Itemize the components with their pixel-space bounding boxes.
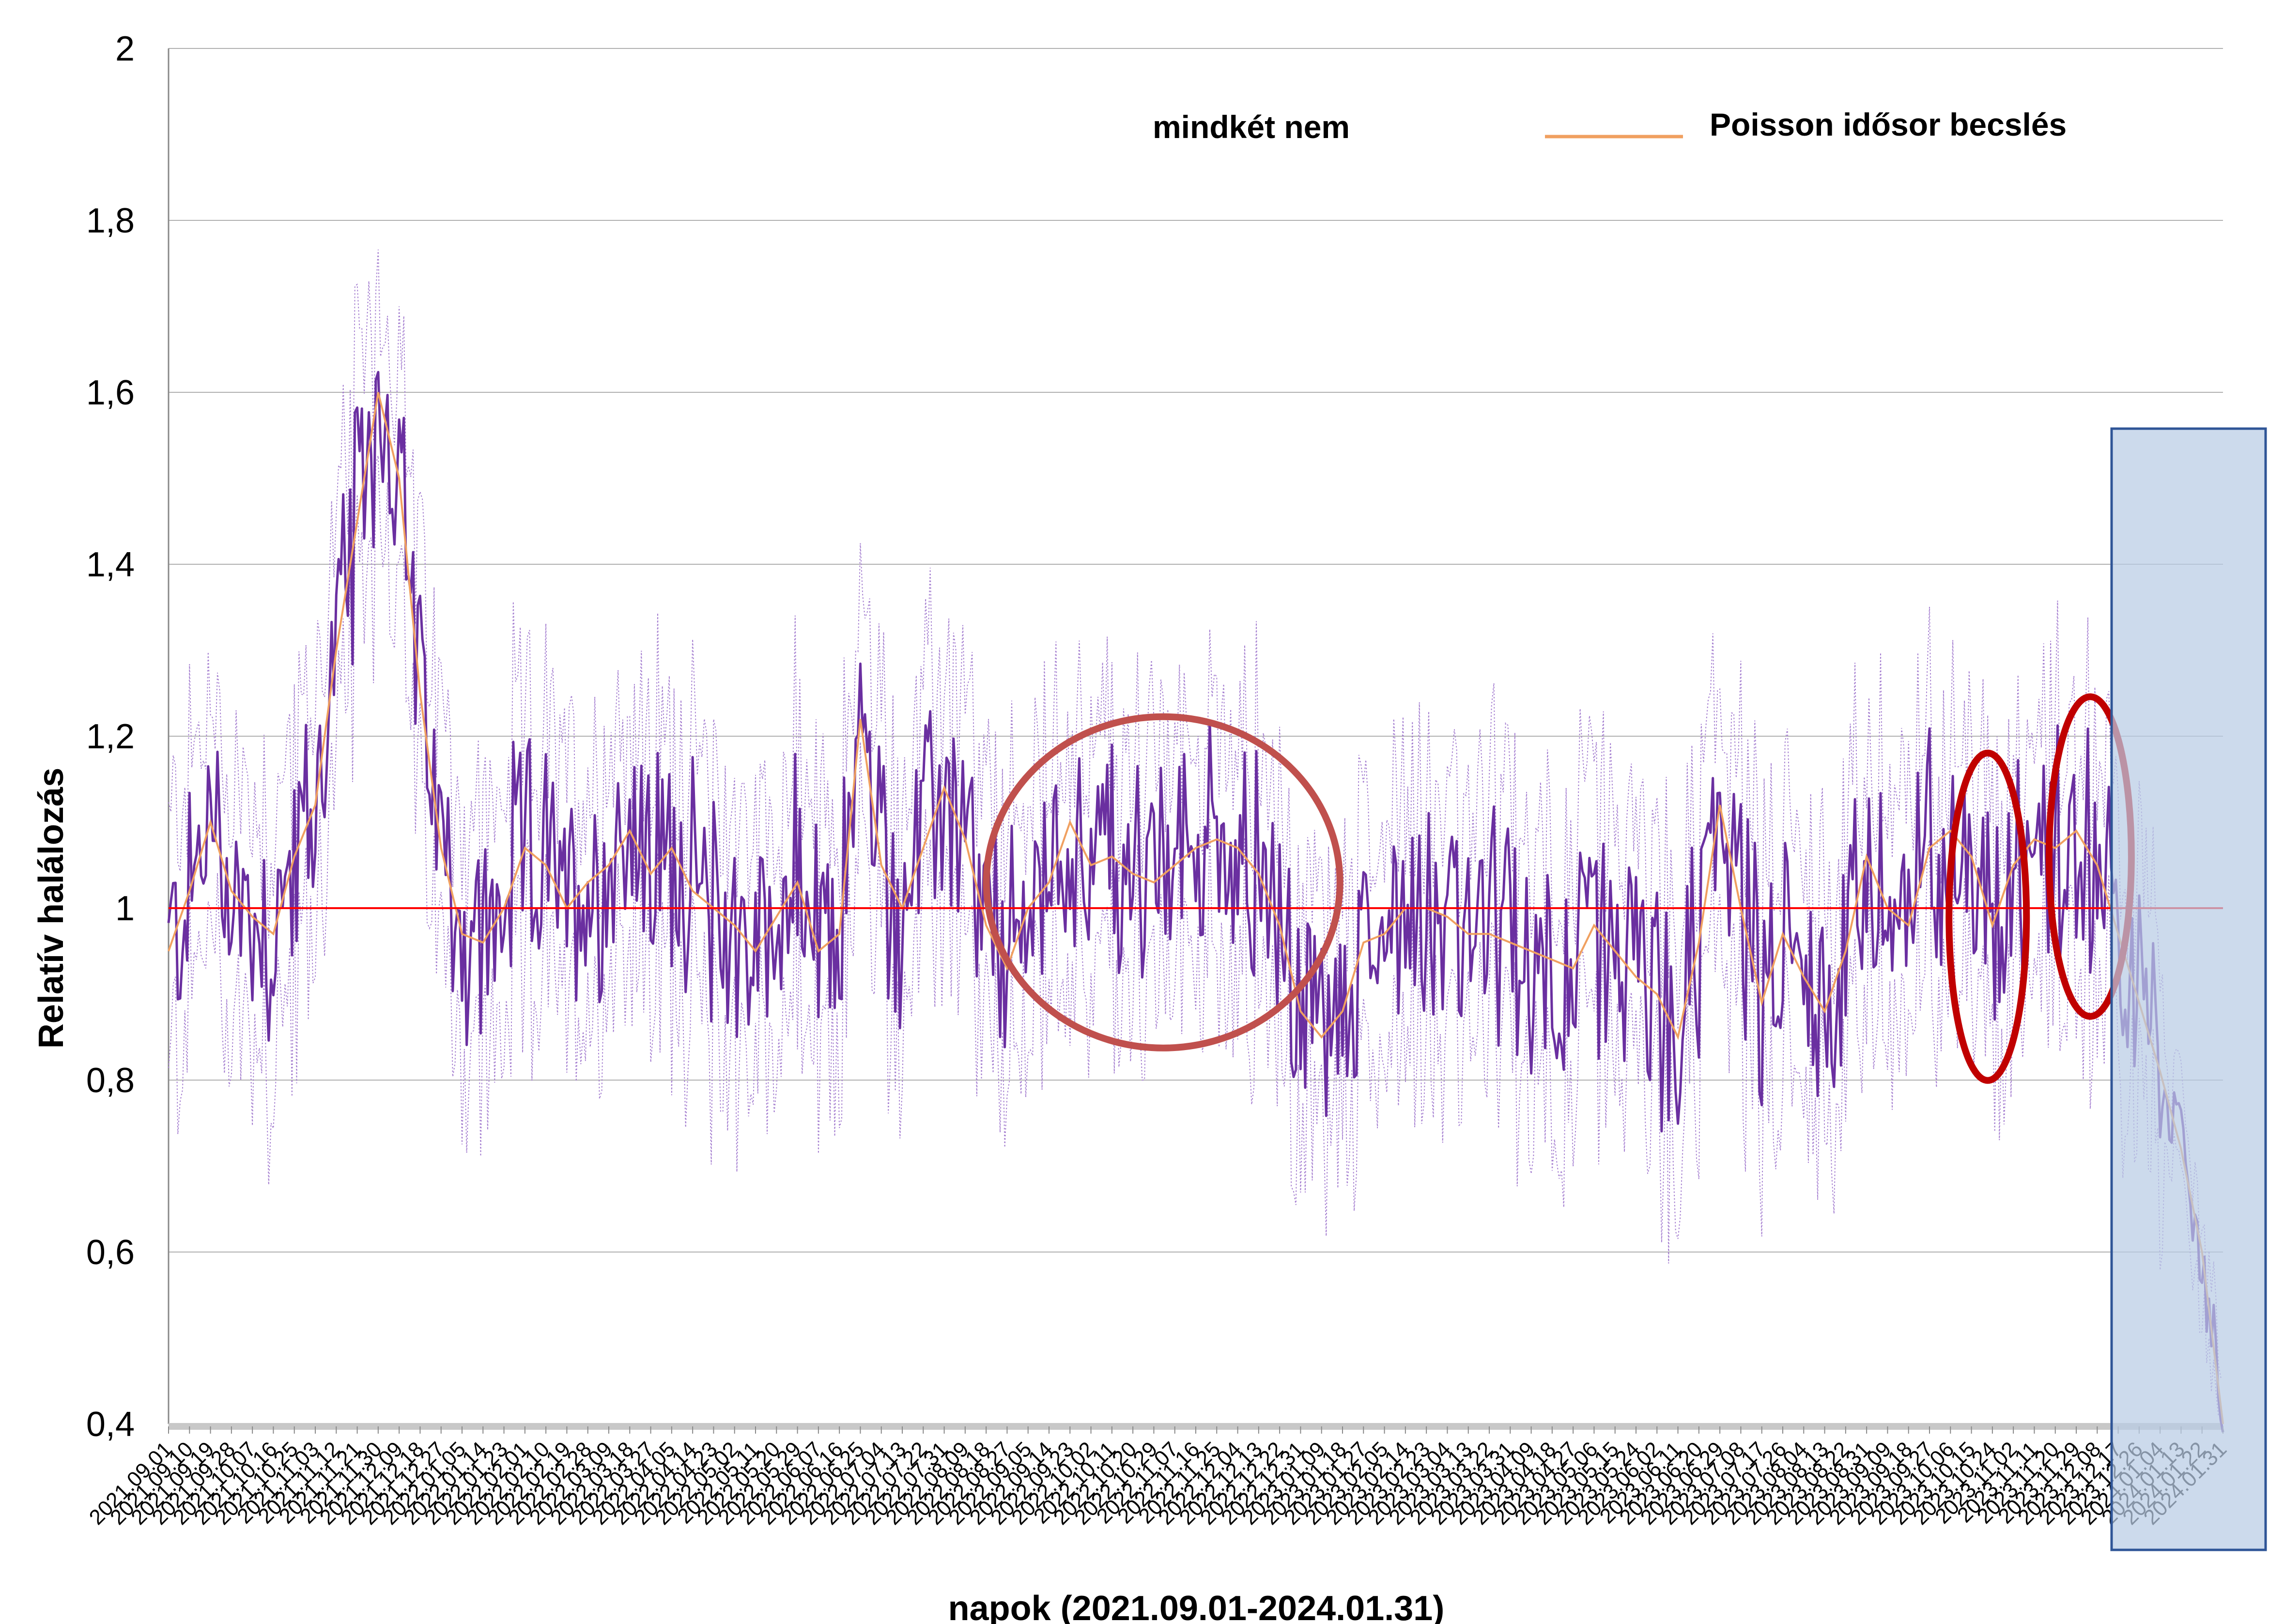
y-tick-label: 1	[115, 889, 135, 928]
x-axis-ticks: 2021.09.012021.09.102021.09.192021.09.28…	[85, 1426, 2231, 1530]
series-mindket-nem	[167, 371, 2224, 1433]
legend: mindkét nem Poisson idősor becslés	[1153, 107, 2067, 145]
x-axis-title: napok (2021.09.01-2024.01.31)	[948, 1589, 1445, 1624]
annotation-ellipse-left	[1945, 749, 2030, 1084]
series-lower-band	[168, 455, 2223, 1416]
y-tick-label: 1,4	[86, 545, 135, 584]
y-tick-label: 2	[115, 30, 135, 68]
y-tick-label: 0,4	[86, 1405, 135, 1444]
plot-area	[167, 249, 2224, 1433]
y-tick-label: 0,8	[86, 1061, 135, 1100]
annotations	[983, 427, 2267, 1551]
legend-label-poisson: Poisson idősor becslés	[1710, 107, 2067, 142]
y-tick-label: 1,6	[86, 373, 135, 412]
y-axis-ticks: 0,4 0,6 0,8 1 1,2 1,4 1,6 1,8 2	[86, 30, 135, 1444]
y-tick-label: 1,8	[86, 201, 135, 240]
forecast-highlight-box	[2110, 427, 2267, 1551]
legend-label-mindket-nem: mindkét nem	[1153, 109, 1350, 145]
y-tick-label: 1,2	[86, 717, 135, 756]
y-tick-label: 0,6	[86, 1233, 135, 1272]
series-upper-band	[168, 249, 2223, 1378]
series-poisson	[168, 392, 2224, 1424]
y-axis-title: Relatív halálozás	[32, 768, 71, 1049]
annotation-ellipse-main	[983, 713, 1343, 1052]
